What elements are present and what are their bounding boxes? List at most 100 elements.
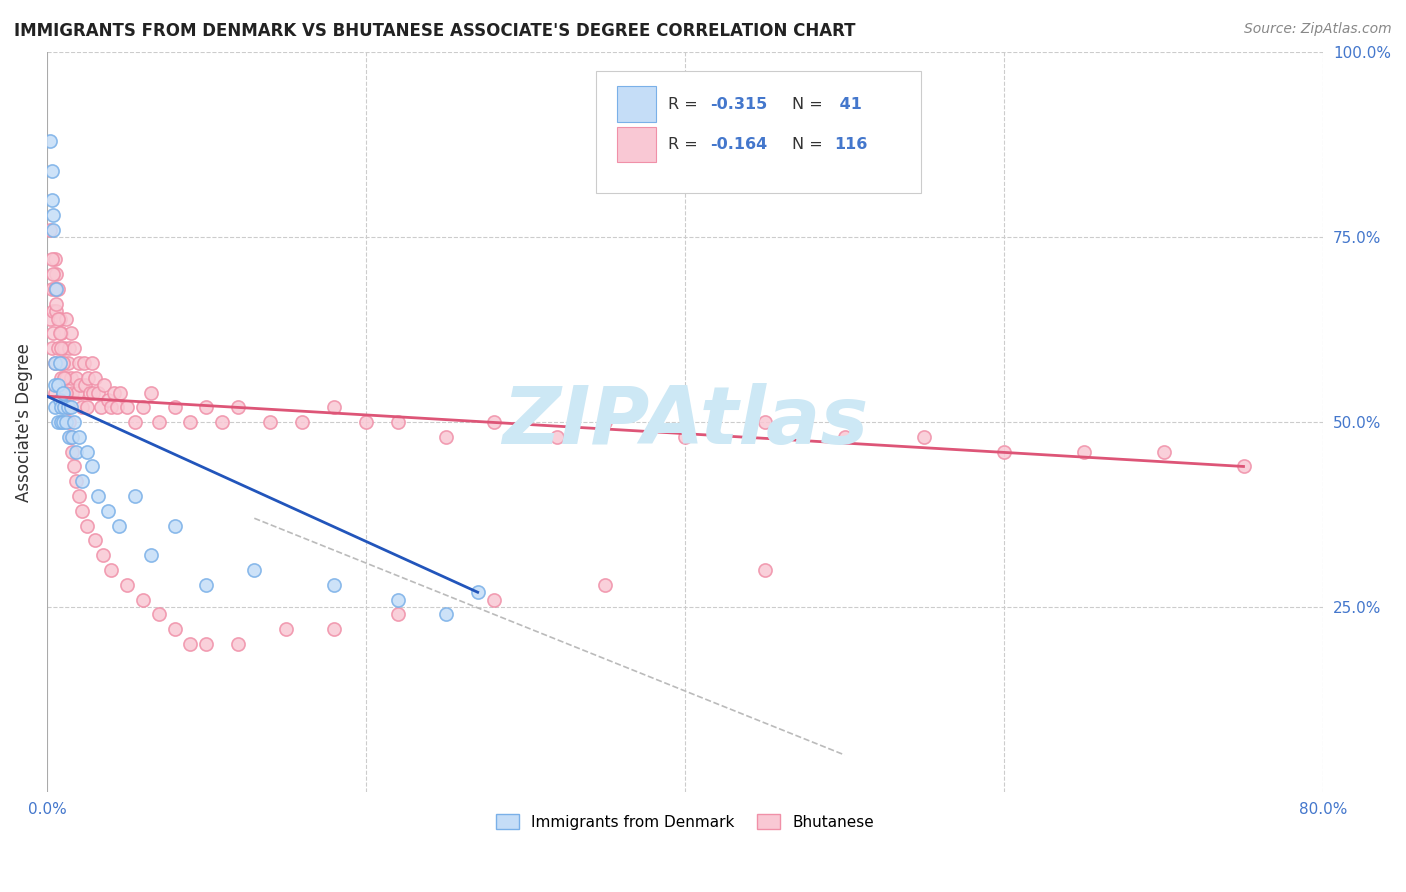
Point bbox=[41, 282, 63, 296]
Point bbox=[46, 341, 69, 355]
Point bbox=[259, 415, 281, 429]
Point bbox=[44, 356, 66, 370]
Point bbox=[148, 607, 170, 622]
Point bbox=[67, 430, 90, 444]
Point bbox=[62, 430, 84, 444]
Point bbox=[65, 370, 87, 384]
Point bbox=[80, 459, 103, 474]
Point bbox=[195, 578, 218, 592]
Point bbox=[72, 356, 94, 370]
Point bbox=[44, 378, 66, 392]
Point bbox=[87, 489, 110, 503]
Point bbox=[75, 378, 97, 392]
Point bbox=[62, 385, 84, 400]
Point bbox=[163, 518, 186, 533]
Point bbox=[115, 578, 138, 592]
Point bbox=[179, 415, 201, 429]
Point bbox=[124, 489, 146, 503]
Point bbox=[754, 563, 776, 577]
Point bbox=[76, 401, 98, 415]
Point bbox=[91, 548, 114, 562]
Point bbox=[66, 385, 89, 400]
Point bbox=[228, 637, 250, 651]
Text: Source: ZipAtlas.com: Source: ZipAtlas.com bbox=[1244, 22, 1392, 37]
Point bbox=[41, 163, 63, 178]
Point bbox=[53, 370, 76, 384]
Legend: Immigrants from Denmark, Bhutanese: Immigrants from Denmark, Bhutanese bbox=[489, 808, 880, 836]
Point bbox=[1153, 444, 1175, 458]
Point bbox=[63, 415, 86, 429]
Point bbox=[87, 385, 110, 400]
Point bbox=[52, 385, 75, 400]
Point bbox=[673, 430, 696, 444]
Point bbox=[107, 518, 129, 533]
Point bbox=[52, 415, 75, 429]
Point bbox=[103, 385, 125, 400]
Point bbox=[105, 401, 128, 415]
Point bbox=[323, 578, 346, 592]
Text: -0.315: -0.315 bbox=[710, 96, 768, 112]
Text: R =: R = bbox=[668, 137, 703, 153]
Point bbox=[55, 415, 77, 429]
Point bbox=[48, 356, 70, 370]
Point bbox=[139, 385, 162, 400]
Point bbox=[96, 504, 118, 518]
Point bbox=[993, 444, 1015, 458]
Point bbox=[51, 341, 73, 355]
Point bbox=[131, 401, 153, 415]
Point bbox=[53, 341, 76, 355]
Point bbox=[42, 267, 65, 281]
Point bbox=[211, 415, 233, 429]
Point bbox=[243, 563, 266, 577]
Point bbox=[69, 378, 91, 392]
Point bbox=[39, 134, 62, 148]
Text: -0.164: -0.164 bbox=[710, 137, 768, 153]
Point bbox=[67, 356, 90, 370]
Point bbox=[41, 252, 63, 267]
Point bbox=[276, 622, 298, 636]
Point bbox=[546, 430, 568, 444]
Point bbox=[44, 252, 66, 267]
Point bbox=[56, 401, 79, 415]
FancyBboxPatch shape bbox=[596, 70, 921, 193]
Point bbox=[482, 415, 505, 429]
Point bbox=[58, 415, 80, 429]
Point bbox=[46, 415, 69, 429]
Text: R =: R = bbox=[668, 96, 703, 112]
Point bbox=[48, 326, 70, 341]
Point bbox=[45, 297, 67, 311]
Point bbox=[291, 415, 314, 429]
Point bbox=[52, 356, 75, 370]
Point bbox=[131, 592, 153, 607]
Point bbox=[46, 378, 69, 392]
Point bbox=[100, 563, 122, 577]
Point bbox=[195, 637, 218, 651]
Point bbox=[323, 622, 346, 636]
Point bbox=[387, 607, 409, 622]
Text: IMMIGRANTS FROM DENMARK VS BHUTANESE ASSOCIATE'S DEGREE CORRELATION CHART: IMMIGRANTS FROM DENMARK VS BHUTANESE ASS… bbox=[14, 22, 856, 40]
Text: ZIPAtlas: ZIPAtlas bbox=[502, 383, 869, 461]
Point bbox=[110, 385, 132, 400]
Point bbox=[56, 401, 79, 415]
Point bbox=[754, 415, 776, 429]
Point bbox=[44, 282, 66, 296]
Point bbox=[195, 401, 218, 415]
Point bbox=[83, 370, 105, 384]
Point bbox=[67, 489, 90, 503]
Point bbox=[53, 401, 76, 415]
Point bbox=[58, 341, 80, 355]
Point bbox=[52, 385, 75, 400]
Point bbox=[65, 475, 87, 489]
Point bbox=[48, 392, 70, 407]
Point bbox=[93, 378, 115, 392]
Point bbox=[51, 326, 73, 341]
Point bbox=[79, 385, 101, 400]
Point bbox=[45, 267, 67, 281]
Point bbox=[80, 356, 103, 370]
Point bbox=[83, 533, 105, 548]
Point bbox=[70, 401, 93, 415]
Point bbox=[65, 444, 87, 458]
Point bbox=[912, 430, 935, 444]
Point bbox=[595, 578, 617, 592]
Point bbox=[45, 304, 67, 318]
